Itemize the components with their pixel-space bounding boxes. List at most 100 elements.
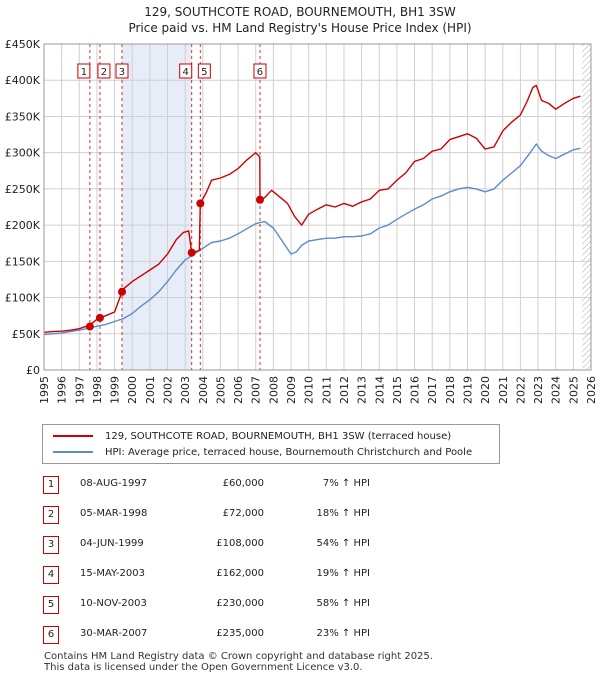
x-tick-label: 1998 <box>91 376 104 404</box>
transaction-price: £72,000 <box>222 508 264 519</box>
x-tick-label: 2017 <box>426 376 439 404</box>
legend-label-hpi: HPI: Average price, terraced house, Bour… <box>105 446 473 458</box>
transaction-hpi: 19% ↑ HPI <box>316 568 370 579</box>
x-tick-label: 2024 <box>550 376 563 404</box>
plot-border <box>43 43 592 371</box>
x-tick-label: 2026 <box>585 376 598 404</box>
x-tick-label: 2009 <box>285 376 298 404</box>
transaction-date: 15-MAY-2003 <box>80 568 146 579</box>
hpi-line <box>43 143 581 336</box>
x-tick-label: 1996 <box>56 376 69 404</box>
footer-licence: This data is licensed under the Open Gov… <box>44 662 363 673</box>
chart-subtitle: Price paid vs. HM Land Registry's House … <box>128 21 471 35</box>
transaction-hpi: 7% ↑ HPI <box>322 478 370 489</box>
transaction-hpi: 18% ↑ HPI <box>316 508 370 519</box>
x-tick-label: 2011 <box>320 376 333 404</box>
transaction-number: 4 <box>43 566 59 584</box>
transaction-date: 08-AUG-1997 <box>80 478 148 489</box>
legend-swatch-property <box>53 435 93 437</box>
table-row: 2 05-MAR-1998 £72,000 18% ↑ HPI <box>0 506 600 526</box>
event-marker-box <box>197 63 211 79</box>
table-row: 4 15-MAY-2003 £162,000 19% ↑ HPI <box>0 566 600 586</box>
event-marker-label: 1 <box>81 67 87 78</box>
sale-point <box>95 313 104 322</box>
x-tick-label: 1997 <box>73 376 86 404</box>
event-marker-box <box>97 63 111 79</box>
legend-item-hpi: HPI: Average price, terraced house, Bour… <box>53 444 472 460</box>
y-tick-label: £400K <box>5 74 41 87</box>
x-tick-label: 1999 <box>109 376 122 404</box>
transaction-number: 5 <box>43 596 59 614</box>
x-tick-label: 2012 <box>338 376 351 404</box>
x-tick-label: 1995 <box>38 376 51 404</box>
y-tick-label: £150K <box>5 255 41 268</box>
transaction-price: £60,000 <box>222 478 264 489</box>
table-row: 5 10-NOV-2003 £230,000 58% ↑ HPI <box>0 596 600 616</box>
x-tick-label: 2004 <box>197 376 210 404</box>
y-tick-label: £450K <box>5 38 41 51</box>
property-price-line <box>43 84 581 333</box>
x-tick-label: 2021 <box>497 376 510 404</box>
x-tick-label: 2008 <box>267 376 280 404</box>
sale-point <box>187 248 196 257</box>
transaction-date: 10-NOV-2003 <box>80 598 147 609</box>
legend-swatch-hpi <box>53 451 93 453</box>
event-marker-label: 3 <box>119 67 125 78</box>
x-tick-label: 2007 <box>250 376 263 404</box>
transaction-date: 30-MAR-2007 <box>80 628 148 639</box>
legend-item-property: 129, SOUTHCOTE ROAD, BOURNEMOUTH, BH1 3S… <box>53 428 451 444</box>
table-row: 3 04-JUN-1999 £108,000 54% ↑ HPI <box>0 536 600 556</box>
transaction-hpi: 54% ↑ HPI <box>316 538 370 549</box>
x-tick-label: 2003 <box>179 376 192 404</box>
footer: Contains HM Land Registry data © Crown c… <box>44 651 433 673</box>
transaction-price: £230,000 <box>216 598 264 609</box>
transaction-price: £235,000 <box>216 628 264 639</box>
x-tick-label: 2001 <box>144 376 157 404</box>
sale-point <box>255 195 264 204</box>
transaction-number: 6 <box>43 626 59 644</box>
event-marker-box <box>179 63 193 79</box>
table-row: 6 30-MAR-2007 £235,000 23% ↑ HPI <box>0 626 600 646</box>
x-tick-label: 2015 <box>391 376 404 404</box>
x-tick-label: 2002 <box>162 376 175 404</box>
legend: 129, SOUTHCOTE ROAD, BOURNEMOUTH, BH1 3S… <box>42 424 500 464</box>
shaded-period <box>121 44 192 370</box>
y-tick-label: £100K <box>5 292 41 305</box>
event-marker-label: 6 <box>257 67 263 78</box>
y-tick-label: £250K <box>5 183 41 196</box>
x-tick-label: 2023 <box>532 376 545 404</box>
x-tick-label: 2019 <box>461 376 474 404</box>
event-marker-label: 5 <box>201 67 207 78</box>
x-tick-label: 2013 <box>356 376 369 404</box>
transaction-price: £108,000 <box>216 538 264 549</box>
sale-point <box>117 287 126 296</box>
x-tick-label: 2016 <box>409 376 422 404</box>
event-marker-label: 4 <box>183 67 189 78</box>
transaction-number: 2 <box>43 506 59 524</box>
price-chart: 1 2 3 4 5 6 £0 £50K £100K £150K £200K £250K £300K £3… <box>5 5 598 404</box>
x-tick-label: 2025 <box>567 376 580 404</box>
event-marker-box <box>253 63 267 79</box>
event-marker-label: 2 <box>101 67 107 78</box>
chart-title: 129, SOUTHCOTE ROAD, BOURNEMOUTH, BH1 3S… <box>144 5 456 19</box>
y-tick-label: £0 <box>26 364 40 377</box>
transaction-date: 05-MAR-1998 <box>80 508 148 519</box>
transaction-date: 04-JUN-1999 <box>80 538 144 549</box>
transaction-number: 1 <box>43 476 59 494</box>
x-tick-label: 2014 <box>373 376 386 404</box>
y-tick-label: £350K <box>5 110 41 123</box>
forecast-hatch <box>582 44 591 370</box>
event-marker-box <box>115 63 129 79</box>
x-tick-label: 2018 <box>444 376 457 404</box>
y-tick-label: £300K <box>5 147 41 160</box>
transaction-hpi: 23% ↑ HPI <box>316 628 370 639</box>
sale-point <box>85 322 94 331</box>
transaction-number: 3 <box>43 536 59 554</box>
x-tick-label: 2010 <box>303 376 316 404</box>
y-tick-label: £200K <box>5 219 41 232</box>
transaction-hpi: 58% ↑ HPI <box>316 598 370 609</box>
table-row: 1 08-AUG-1997 £60,000 7% ↑ HPI <box>0 476 600 496</box>
transaction-price: £162,000 <box>216 568 264 579</box>
x-tick-label: 2020 <box>479 376 492 404</box>
footer-copyright: Contains HM Land Registry data © Crown c… <box>44 651 433 662</box>
